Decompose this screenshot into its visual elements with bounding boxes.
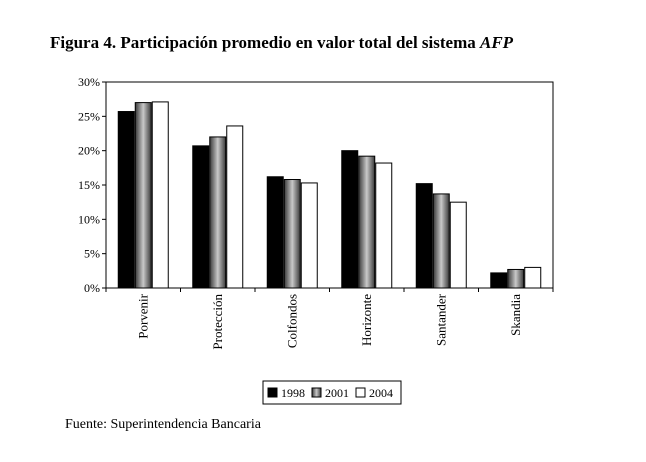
bar-2004-protección: [226, 125, 244, 289]
figure-title-text: Figura 4. Participación promedio en valo…: [50, 33, 480, 52]
bar-2001-colfondos: [283, 179, 301, 289]
x-tick-label: Colfondos: [284, 294, 299, 348]
bar-2001-santander: [432, 193, 450, 289]
x-axis: Porvenir Protección Colfondos Horizonte Sant…: [105, 288, 554, 350]
legend-swatch-2004: [355, 387, 366, 398]
legend-swatch-2001: [311, 387, 322, 398]
bar-2004-horizonte: [375, 162, 393, 289]
x-tick-label: Santander: [433, 293, 448, 346]
legend-label-2001: 2001: [325, 386, 349, 400]
x-tick-label: Horizonte: [359, 294, 374, 346]
y-tick-label: 30%: [78, 75, 100, 89]
x-tick-label: Porvenir: [135, 293, 150, 338]
y-tick-label: 15%: [78, 178, 100, 192]
bar-2004-colfondos: [300, 182, 318, 289]
bar-1998-colfondos: [266, 176, 284, 289]
source-note: Fuente: Superintendencia Bancaria: [65, 417, 261, 432]
bar-2001-protección: [209, 136, 227, 289]
y-tick-label: 20%: [78, 144, 100, 158]
bar-2001-horizonte: [358, 155, 376, 289]
bar-1998-santander: [415, 183, 433, 289]
legend-swatch-1998: [267, 387, 278, 398]
bar-2004-skandia: [524, 266, 542, 289]
bars: [117, 101, 542, 289]
figure-title-italic: AFP: [480, 33, 514, 52]
bar-1998-protección: [192, 145, 210, 289]
plot-area: [105, 81, 554, 289]
x-tick-label: Skandia: [508, 294, 523, 336]
bar-2001-skandia: [507, 268, 525, 289]
bar-1998-skandia: [490, 272, 508, 289]
x-tick-label: Protección: [210, 294, 225, 350]
bar-2004-santander: [449, 201, 467, 289]
y-tick-label: 10%: [78, 212, 100, 226]
y-tick-label: 0%: [84, 281, 100, 295]
legend: 1998 2001 2004: [262, 380, 402, 405]
figure-title: Figura 4. Participación promedio en valo…: [50, 33, 513, 53]
legend-label-1998: 1998: [281, 386, 305, 400]
y-tick-label: 5%: [84, 247, 100, 261]
legend-box: [262, 380, 402, 405]
y-axis: 0% 5% 10% 15% 20% 25% 30%: [78, 75, 106, 295]
bar-1998-horizonte: [341, 150, 359, 289]
bar-2001-porvenir: [134, 102, 152, 289]
bar-1998-porvenir: [117, 111, 135, 289]
legend-label-2004: 2004: [369, 386, 393, 400]
y-tick-label: 25%: [78, 109, 100, 123]
bar-2004-porvenir: [151, 101, 169, 289]
